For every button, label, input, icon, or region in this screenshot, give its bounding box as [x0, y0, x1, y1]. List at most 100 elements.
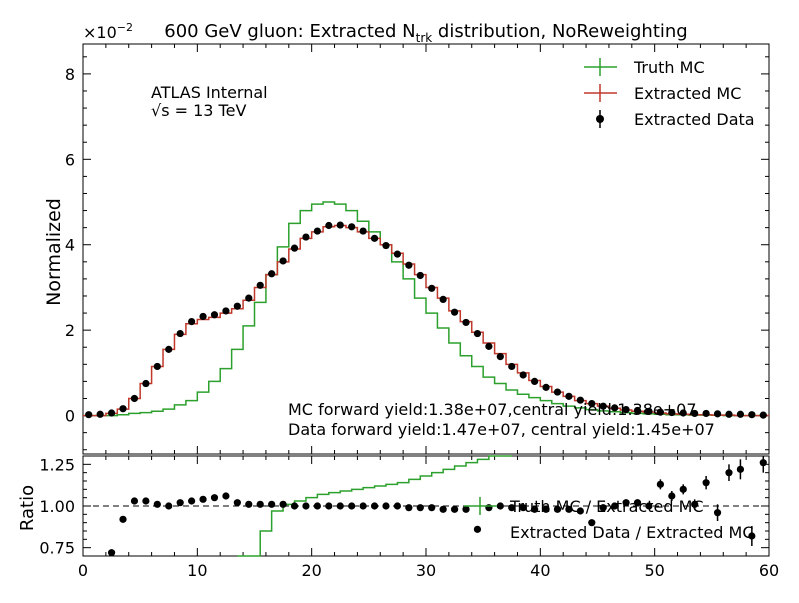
data-point-extracted-data-extracted-mc	[416, 504, 424, 512]
ratio-xtick-label: 20	[301, 561, 321, 580]
data-point-extracted-data	[588, 400, 596, 408]
data-point-extracted-data	[325, 221, 333, 230]
data-point-extracted-data-extracted-mc	[542, 505, 550, 513]
data-point-extracted-data	[222, 307, 230, 315]
data-point-extracted-data-extracted-mc	[130, 497, 139, 505]
legend-label-truth-mc: Truth MC	[633, 58, 705, 77]
series-line-extracted-mc	[83, 224, 769, 417]
data-point-extracted-data-extracted-mc	[325, 502, 333, 510]
data-point-extracted-data	[85, 411, 93, 419]
data-point-extracted-data-extracted-mc	[302, 502, 310, 510]
data-point-extracted-data-extracted-mc	[405, 504, 413, 512]
data-point-extracted-data	[531, 377, 539, 385]
data-point-extracted-data-extracted-mc	[462, 505, 470, 513]
ratio-y-axis-label: Ratio	[17, 485, 38, 531]
data-point-extracted-data-extracted-mc	[622, 499, 630, 507]
data-point-extracted-data	[656, 408, 664, 416]
data-point-extracted-data	[416, 271, 424, 280]
data-point-extracted-data	[679, 409, 687, 417]
data-point-extracted-data	[542, 383, 550, 391]
energy-label: √s = 13 TeV	[151, 101, 246, 120]
data-point-extracted-data	[473, 329, 482, 338]
data-point-extracted-data	[691, 409, 699, 418]
data-point-extracted-data	[405, 261, 413, 269]
data-point-extracted-data-extracted-mc	[450, 505, 459, 513]
ratio-xtick-label: 50	[644, 561, 664, 580]
legend-label-data-ratio: Extracted Data / Extracted MC	[510, 523, 754, 542]
top-ytick-label: 6	[65, 150, 75, 169]
data-point-extracted-data-extracted-mc	[222, 492, 230, 500]
legend-entry-truth-mc: Truth MC	[584, 58, 705, 77]
data-point-extracted-data-extracted-mc	[313, 502, 321, 510]
data-point-extracted-data	[633, 406, 642, 415]
y-axis-exponent-base: ×10	[83, 23, 117, 42]
data-point-extracted-data-extracted-mc	[713, 509, 722, 517]
legend-entry-data-ratio: Extracted Data / Extracted MC	[510, 523, 754, 542]
data-point-extracted-data	[713, 410, 722, 418]
data-point-extracted-data	[382, 241, 390, 250]
mc-yield-annotation: MC forward yield:1.38e+07,central yield:…	[288, 400, 697, 419]
data-point-extracted-data	[268, 270, 276, 278]
legend-label-extracted-data: Extracted Data	[634, 110, 755, 129]
ratio-xtick-label: 30	[416, 561, 436, 580]
data-point-extracted-data	[622, 405, 630, 414]
legend-entry-truth-ratio: Truth MC / Extracted MC	[464, 497, 704, 516]
data-point-extracted-data	[759, 411, 767, 419]
ratio-ytick-label: 1.25	[39, 455, 75, 474]
data-point-extracted-data-extracted-mc	[599, 504, 607, 512]
ratio-ytick-label: 0.75	[39, 539, 75, 558]
data-point-extracted-data-extracted-mc	[553, 505, 562, 513]
chart-title-tail: distribution, NoReweighting	[432, 21, 688, 42]
top-ytick-label: 8	[65, 65, 75, 84]
data-point-extracted-data-extracted-mc	[348, 502, 356, 510]
data-point-extracted-data-extracted-mc	[633, 499, 642, 507]
data-point-extracted-data-extracted-mc	[611, 502, 619, 510]
data-point-extracted-data	[576, 396, 584, 404]
data-point-extracted-data	[142, 379, 150, 388]
data-point-extracted-data-extracted-mc	[256, 500, 264, 508]
data-point-extracted-data-extracted-mc	[496, 502, 504, 510]
data-point-extracted-data-extracted-mc	[748, 532, 756, 540]
data-point-extracted-data	[393, 250, 402, 258]
data-point-extracted-data-extracted-mc	[725, 469, 733, 477]
top-panel-series	[83, 201, 769, 419]
ratio-panel-xtick-labels: 0 10 20 30 40 50 60	[78, 561, 779, 580]
data-point-extracted-data	[290, 244, 299, 252]
data-point-extracted-data	[153, 362, 161, 371]
data-point-extracted-data	[485, 342, 493, 350]
data-point-extracted-data	[748, 411, 756, 419]
data-point-extracted-data-extracted-mc	[210, 494, 219, 502]
top-legend: Truth MC Extracted MC Extracted Data	[584, 58, 755, 129]
data-point-extracted-data-extracted-mc	[107, 549, 116, 557]
data-point-extracted-data-extracted-mc	[199, 495, 207, 503]
legend-label-truth-ratio: Truth MC / Extracted MC	[509, 497, 704, 516]
data-point-extracted-data	[462, 318, 470, 327]
data-point-extracted-data	[210, 311, 219, 319]
data-point-extracted-data-extracted-mc	[119, 515, 127, 523]
legend-entry-extracted-data: Extracted Data	[596, 110, 755, 129]
data-point-extracted-data	[130, 394, 139, 403]
ratio-panel-ticks	[82, 455, 770, 557]
data-point-extracted-data	[176, 329, 184, 338]
data-point-extracted-data-extracted-mc	[370, 502, 379, 510]
data-point-extracted-data-extracted-mc	[508, 504, 516, 512]
ratio-panel-ytick-labels: 0.75 1.00 1.25	[39, 455, 75, 557]
series-line-truth-mc-extracted-mc	[237, 455, 512, 557]
data-point-extracted-data-extracted-mc	[428, 504, 436, 512]
chart-title-subscript: trk	[416, 31, 433, 45]
energy-sqrt-symbol: √s	[151, 101, 170, 120]
data-point-extracted-data-extracted-mc	[176, 499, 184, 507]
data-point-extracted-data-extracted-mc	[588, 519, 596, 527]
data-point-extracted-data-extracted-mc	[245, 500, 253, 508]
data-point-extracted-data	[165, 345, 173, 353]
data-point-extracted-data-extracted-mc	[268, 500, 276, 508]
ratio-ytick-label: 1.00	[39, 497, 75, 516]
data-point-extracted-data-extracted-mc	[759, 459, 767, 467]
data-point-extracted-data	[279, 257, 287, 265]
data-point-extracted-data-extracted-mc	[142, 497, 150, 505]
ratio-xtick-label: 60	[759, 561, 779, 580]
data-point-extracted-data	[519, 371, 527, 379]
data-point-extracted-data-extracted-mc	[473, 525, 482, 533]
data-point-extracted-data-extracted-mc	[531, 505, 539, 513]
